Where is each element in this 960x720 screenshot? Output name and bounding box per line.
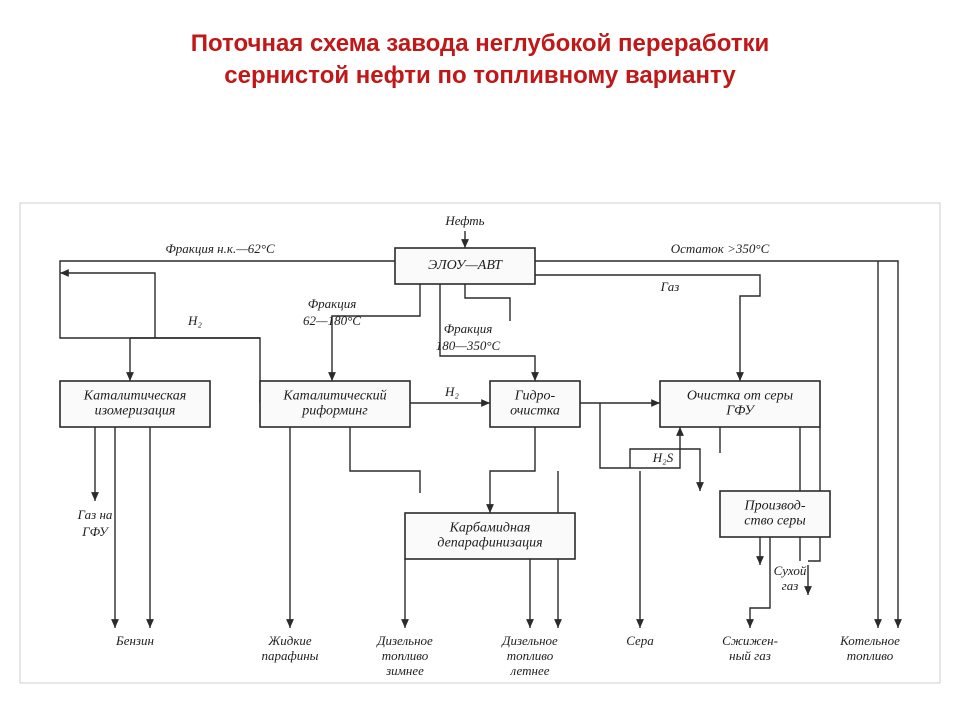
node-sulfur-line1: ство серы — [744, 514, 805, 529]
node-sulfur-line0: Производ- — [743, 499, 805, 514]
flowchart-diagram: ЭЛОУ—АВТКаталитическаяизомеризацияКатали… — [0, 93, 960, 693]
title-line-1: Поточная схема завода неглубокой перераб… — [191, 30, 770, 57]
node-hydro: Гидро-очистка — [490, 381, 580, 427]
node-hydro-line1: очистка — [510, 404, 560, 419]
label-l_gasgfu: Газ на — [77, 507, 113, 522]
output-o_benzin: Бензин — [115, 633, 154, 648]
output-o_dzl-line2: летнее — [510, 663, 550, 678]
output-o_dzl-line0: Дизельное — [500, 633, 558, 648]
label-l_h2b: H₂ — [444, 384, 459, 399]
label-l_f62: Фракция — [308, 296, 357, 311]
output-o_sera: Сера — [626, 633, 654, 648]
label-l_f62b: 62—180°C — [303, 313, 361, 328]
page-title: Поточная схема завода неглубокой перераб… — [0, 0, 960, 93]
label-l_h2s: H₂S — [652, 450, 674, 465]
node-reform-line0: Каталитический — [282, 389, 386, 404]
node-dewax-line0: Карбамидная — [449, 521, 531, 536]
label-l_gaz: Газ — [660, 279, 680, 294]
label-l_nk62: Фракция н.к.—62°C — [165, 241, 275, 256]
label-l_sukh: Сухой — [774, 563, 807, 578]
output-o_szhg: Сжижен-ный газ — [722, 633, 778, 663]
node-elou: ЭЛОУ—АВТ — [395, 248, 535, 284]
output-o_szhg-line1: ный газ — [729, 648, 771, 663]
label-l_h2a: H₂ — [187, 313, 202, 328]
label-l_ost350: Остаток >350°C — [671, 241, 770, 256]
label-l_sukh2: газ — [782, 578, 799, 593]
node-sulfur: Производ-ство серы — [720, 491, 830, 537]
output-o_dzl-line1: топливо — [507, 648, 554, 663]
node-elou-line0: ЭЛОУ—АВТ — [428, 258, 503, 273]
node-gfu-line0: Очистка от серы — [687, 389, 793, 404]
output-o_szhg-line0: Сжижен- — [722, 633, 778, 648]
node-isom: Каталитическаяизомеризация — [60, 381, 210, 427]
node-hydro-line0: Гидро- — [514, 389, 556, 404]
label-l_f180b: 180—350°C — [436, 338, 501, 353]
output-o_kotl-line0: Котельное — [839, 633, 900, 648]
output-o_dzw-line0: Дизельное — [375, 633, 433, 648]
node-dewax: Карбамиднаядепарафинизация — [405, 513, 575, 559]
title-line-2: сернистой нефти по топливному варианту — [224, 62, 735, 89]
label-l_f180: Фракция — [444, 321, 493, 336]
node-reform-line1: риформинг — [301, 404, 368, 419]
node-reform: Каталитическийриформинг — [260, 381, 410, 427]
output-o_dzw-line2: зимнее — [385, 663, 424, 678]
output-o_dzw-line1: топливо — [382, 648, 429, 663]
output-o_benzin-line0: Бензин — [115, 633, 154, 648]
output-o_liqpar-line0: Жидкие — [267, 633, 312, 648]
node-gfu: Очистка от серыГФУ — [660, 381, 820, 427]
node-isom-line1: изомеризация — [95, 404, 176, 419]
label-l_gasgfu2: ГФУ — [81, 524, 110, 539]
node-isom-line0: Каталитическая — [83, 389, 186, 404]
output-o_kotl-line1: топливо — [847, 648, 894, 663]
output-o_liqpar-line1: парафины — [262, 648, 319, 663]
output-o_kotl: Котельноетопливо — [839, 633, 900, 663]
output-o_liqpar: Жидкиепарафины — [262, 633, 319, 663]
output-o_sera-line0: Сера — [626, 633, 654, 648]
label-l_neft: Нефть — [444, 213, 484, 228]
node-gfu-line1: ГФУ — [725, 404, 755, 419]
node-dewax-line1: депарафинизация — [437, 536, 542, 551]
